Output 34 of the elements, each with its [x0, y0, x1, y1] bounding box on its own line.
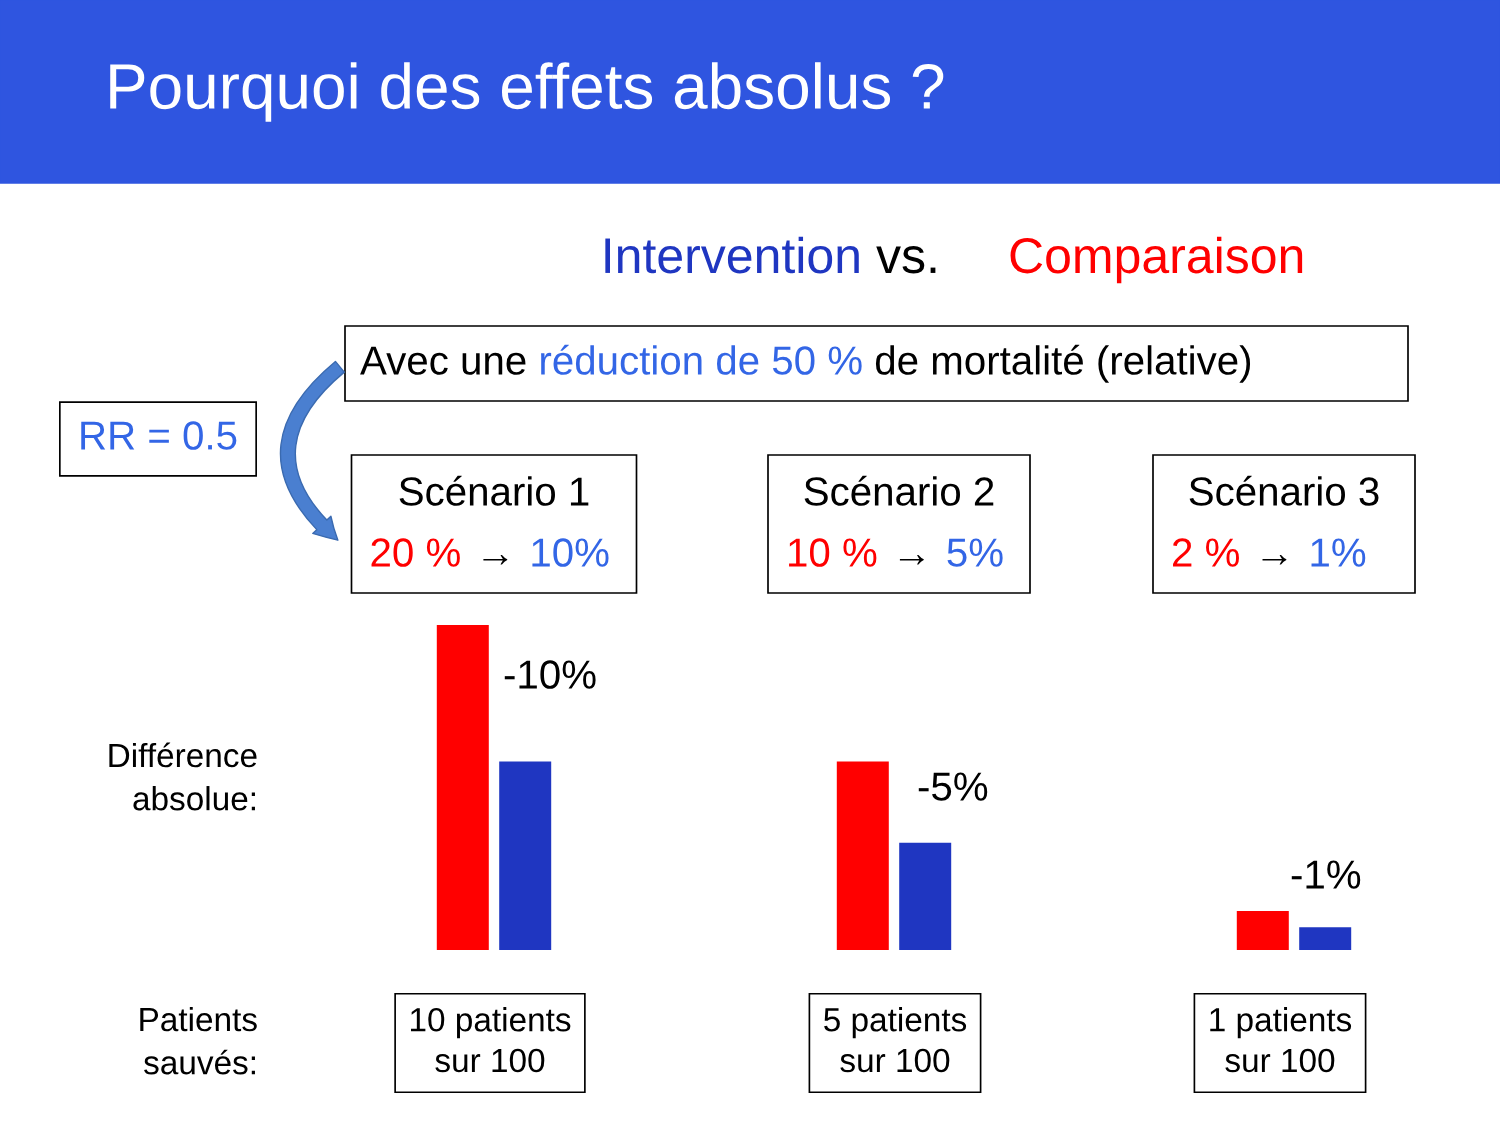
text: 10% — [532, 538, 609, 567]
bar — [836, 761, 889, 950]
text: RR = 0.5 — [81, 421, 237, 450]
annotation: -1% — [1291, 860, 1361, 889]
text: 10 patients sur 100 — [411, 1007, 571, 1073]
text: 1 patients sur 100 — [1210, 1007, 1352, 1073]
bar — [1236, 911, 1289, 950]
text: Intervention — [605, 236, 859, 274]
bar — [899, 842, 952, 950]
text: 5% — [947, 538, 1003, 567]
text: 1% — [1311, 538, 1366, 567]
text: Différence absolue: — [109, 742, 257, 811]
text: vs. — [876, 246, 936, 274]
annotation: -10% — [504, 660, 596, 689]
bar — [499, 761, 552, 950]
text: 5 patients sur 100 — [824, 1007, 967, 1073]
text: Comparaison — [1010, 236, 1303, 284]
text: → — [483, 555, 508, 565]
x-tick-label: Scénario 3 — [1189, 475, 1379, 506]
text: réduction de 50 % — [541, 344, 862, 375]
text: → — [899, 555, 924, 565]
text: → — [1262, 555, 1287, 565]
annotation: -5% — [918, 772, 988, 801]
bar — [436, 625, 489, 950]
x-tick-label: Scénario 2 — [804, 475, 994, 506]
x-tick-label: Scénario 1 — [399, 475, 589, 506]
chart-title: Pourquoi des effets absolus ? — [110, 62, 944, 122]
text: 10 % — [789, 538, 877, 567]
text: 2 % — [1173, 538, 1239, 567]
text: Avec une — [360, 346, 526, 375]
text: de mortalité (relative) — [875, 344, 1251, 383]
bar — [1299, 927, 1352, 950]
text: Patients sauvés: — [140, 1006, 257, 1075]
text: 20 % — [371, 538, 460, 567]
